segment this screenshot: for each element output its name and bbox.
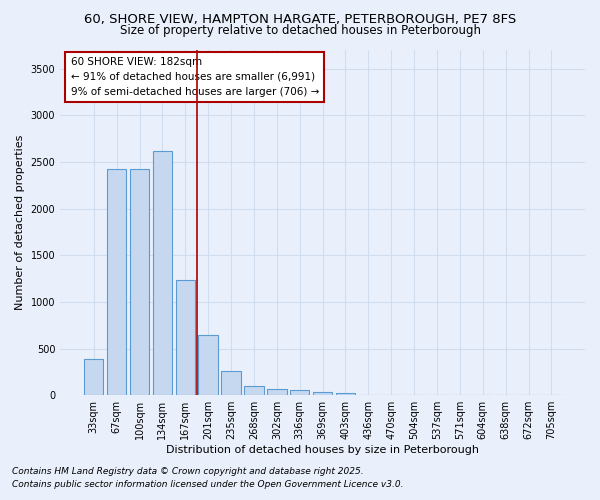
Bar — [290, 390, 310, 395]
Bar — [152, 151, 172, 395]
Bar — [221, 371, 241, 395]
Bar — [313, 392, 332, 395]
Bar — [107, 170, 127, 395]
Bar — [336, 394, 355, 395]
Bar — [199, 334, 218, 395]
Text: 60, SHORE VIEW, HAMPTON HARGATE, PETERBOROUGH, PE7 8FS: 60, SHORE VIEW, HAMPTON HARGATE, PETERBO… — [84, 12, 516, 26]
Bar — [84, 359, 103, 395]
Bar — [130, 170, 149, 395]
Bar — [267, 388, 287, 395]
Text: 60 SHORE VIEW: 182sqm
← 91% of detached houses are smaller (6,991)
9% of semi-de: 60 SHORE VIEW: 182sqm ← 91% of detached … — [71, 57, 319, 96]
Bar — [244, 386, 263, 395]
X-axis label: Distribution of detached houses by size in Peterborough: Distribution of detached houses by size … — [166, 445, 479, 455]
Text: Contains HM Land Registry data © Crown copyright and database right 2025.
Contai: Contains HM Land Registry data © Crown c… — [12, 468, 404, 489]
Bar — [176, 280, 195, 395]
Y-axis label: Number of detached properties: Number of detached properties — [15, 135, 25, 310]
Text: Size of property relative to detached houses in Peterborough: Size of property relative to detached ho… — [119, 24, 481, 37]
